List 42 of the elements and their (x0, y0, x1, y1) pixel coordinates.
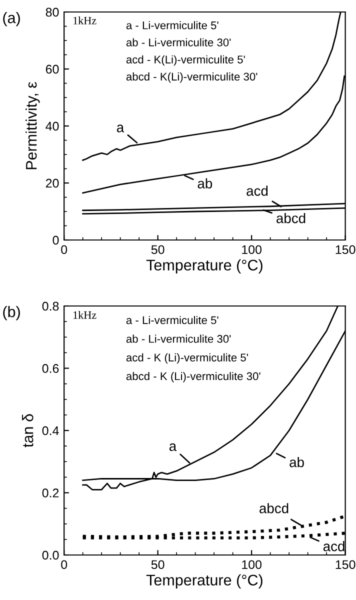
y-tick-label: 80 (46, 8, 59, 17)
annotation: acd - K (Li)-vermiculite 5' (126, 353, 248, 364)
y-tick-label: 0 (52, 236, 59, 245)
annotation: a - Li-vermiculite 5' (126, 21, 218, 30)
x-tick-label: 100 (242, 560, 262, 570)
y-tick-label: 0.4 (42, 426, 59, 436)
y-tick-label: 0.0 (42, 550, 59, 560)
x-tick-label: 150 (336, 560, 356, 570)
y-tick-label: 60 (46, 64, 59, 74)
annotation: ab - Li-vermiculite 30' (126, 334, 231, 343)
chart-title: (a) (3, 12, 20, 26)
y-tick-label: 0.2 (42, 488, 59, 498)
x-axis-title: Temperature (°C) (146, 574, 262, 589)
annotation: acd (246, 186, 268, 196)
annotation: acd - K(Li)-vermiculite 5' (126, 55, 245, 66)
annotation: a (169, 443, 177, 452)
chart-title: (b) (3, 306, 20, 320)
x-tick-label: 50 (151, 560, 164, 570)
y-axis-title: tan δ (22, 414, 34, 448)
annotation: abcd - K(Li)-vermiculite 30' (126, 72, 258, 83)
annotation: ab (290, 457, 304, 468)
x-tick-label: 100 (242, 245, 262, 254)
annotation: acd (323, 541, 344, 552)
x-tick-label: 150 (336, 245, 356, 254)
x-tick-label: 0 (61, 560, 68, 570)
annotation: abcd - K (Li)-vermiculite 30' (126, 372, 260, 382)
x-tick-label: 50 (151, 245, 164, 254)
annotation: ab - Li-vermiculite 30' (126, 38, 231, 46)
annotation: abcd (260, 503, 288, 514)
y-tick-label: 0.8 (42, 302, 59, 311)
x-axis-title: Temperature (°C) (146, 259, 262, 274)
annotation: a (116, 124, 124, 132)
annotation: a - Li-vermiculite 5' (126, 316, 218, 324)
annotation: 1kHz (73, 310, 96, 319)
y-tick-label: 20 (46, 178, 59, 188)
annotation: 1kHz (73, 16, 96, 24)
annotation: abcd (276, 213, 306, 224)
y-tick-label: 40 (46, 122, 59, 131)
x-tick-label: 0 (61, 245, 68, 254)
annotation: ab (198, 178, 212, 188)
y-axis-title: Permittivity, ε (26, 82, 40, 170)
y-tick-label: 0.6 (42, 364, 59, 373)
